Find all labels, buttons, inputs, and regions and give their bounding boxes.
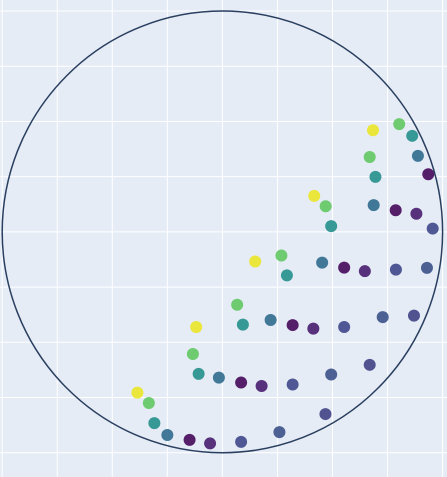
scatter-point — [264, 313, 277, 326]
scatter-point — [316, 256, 329, 269]
scatter-point — [142, 397, 155, 410]
scatter-point — [236, 318, 249, 331]
scatter-point — [325, 368, 338, 381]
scatter-point — [338, 261, 351, 274]
scatter-point — [190, 321, 203, 334]
scatter-point — [376, 311, 389, 324]
circle-outline — [1, 10, 444, 454]
scatter-point — [389, 263, 402, 276]
scatter-point — [407, 309, 420, 322]
scatter-point — [183, 433, 196, 446]
scatter-point — [148, 417, 161, 430]
scatter-point — [426, 222, 439, 235]
scatter-point — [363, 151, 376, 164]
scatter-point — [410, 207, 423, 220]
scatter-point — [393, 118, 406, 131]
scatter-point — [249, 255, 262, 268]
scatter-point — [307, 322, 320, 335]
scatter-point — [235, 435, 248, 448]
scatter-point — [363, 358, 376, 371]
scatter-point — [212, 371, 225, 384]
scatter-point — [389, 204, 402, 217]
scatter-point — [338, 321, 351, 334]
scatter-point — [422, 168, 435, 181]
scatter-point — [286, 378, 299, 391]
scatter-point — [367, 199, 380, 212]
scatter-point — [161, 429, 174, 442]
scatter-point — [319, 200, 332, 213]
scatter-point — [286, 319, 299, 332]
scatter-point — [367, 124, 380, 137]
scatter-point — [325, 220, 338, 233]
scatter-point — [275, 249, 288, 262]
scatter-point — [204, 437, 217, 450]
scatter-point — [411, 149, 424, 162]
scatter-point — [186, 347, 199, 360]
scatter-point — [406, 129, 419, 142]
scatter-point — [308, 189, 321, 202]
scatter-point — [369, 170, 382, 183]
scatter-point — [235, 376, 248, 389]
scatter-point — [420, 261, 433, 274]
scatter-point — [131, 386, 144, 399]
scatter-point — [280, 269, 293, 282]
scatter-point — [192, 367, 205, 380]
scatter-point — [273, 426, 286, 439]
scatter-point — [358, 265, 371, 278]
scatter-point — [319, 408, 332, 421]
scatter-point — [231, 298, 244, 311]
scatter-point — [255, 380, 268, 393]
